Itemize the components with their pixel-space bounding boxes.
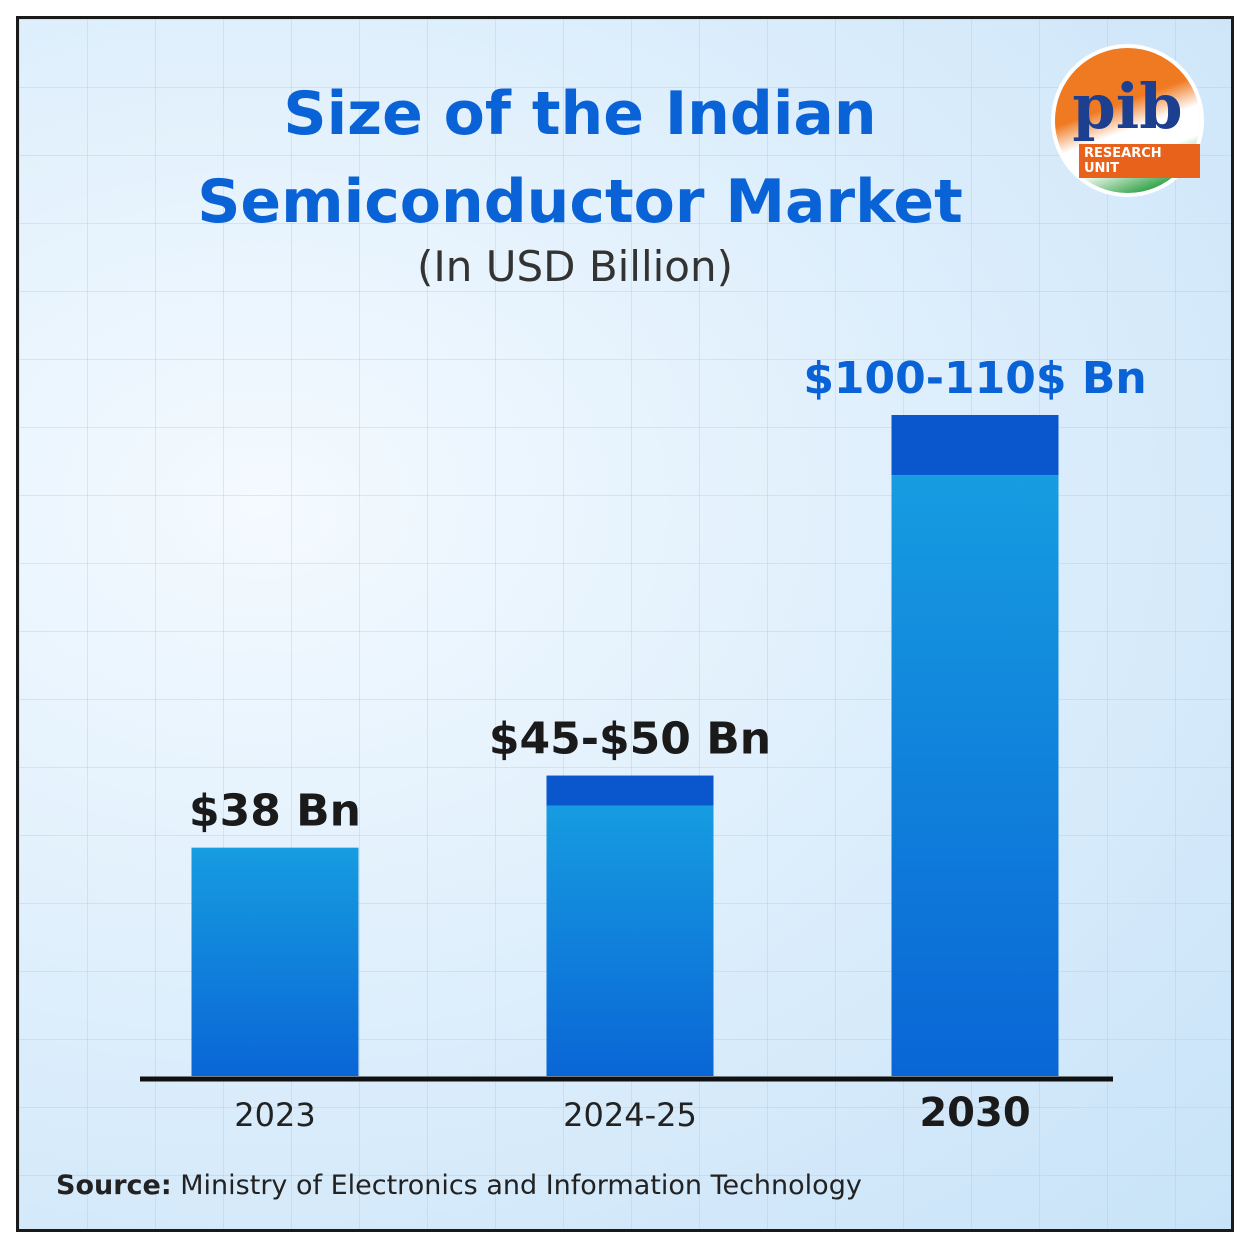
x-tick-label: 2023 <box>234 1096 315 1134</box>
bar-range <box>891 415 1059 476</box>
logo-text: pib <box>1072 70 1183 143</box>
x-tick-label: 2024-25 <box>563 1096 697 1134</box>
bar-range <box>546 775 714 806</box>
logo-caption: RESEARCH UNIT <box>1079 144 1200 178</box>
chart-subtitle: (In USD Billion) <box>416 242 734 291</box>
source-label: Source: <box>56 1170 172 1201</box>
chart-title: Size of the Indian Semiconductor Market <box>197 79 963 237</box>
source: Source: Ministry of Electronics and Info… <box>56 1170 862 1201</box>
value-label: $45-$50 Bn <box>489 714 771 765</box>
bar <box>546 805 714 1076</box>
source-text: Ministry of Electronics and Information … <box>180 1170 862 1201</box>
x-tick-label: 2030 <box>919 1090 1030 1136</box>
logo: pib RESEARCH UNIT <box>1055 48 1200 193</box>
bar <box>191 847 359 1076</box>
value-label: $100-110$ Bn <box>803 353 1146 404</box>
bar <box>891 475 1059 1076</box>
value-label: $38 Bn <box>189 786 361 837</box>
